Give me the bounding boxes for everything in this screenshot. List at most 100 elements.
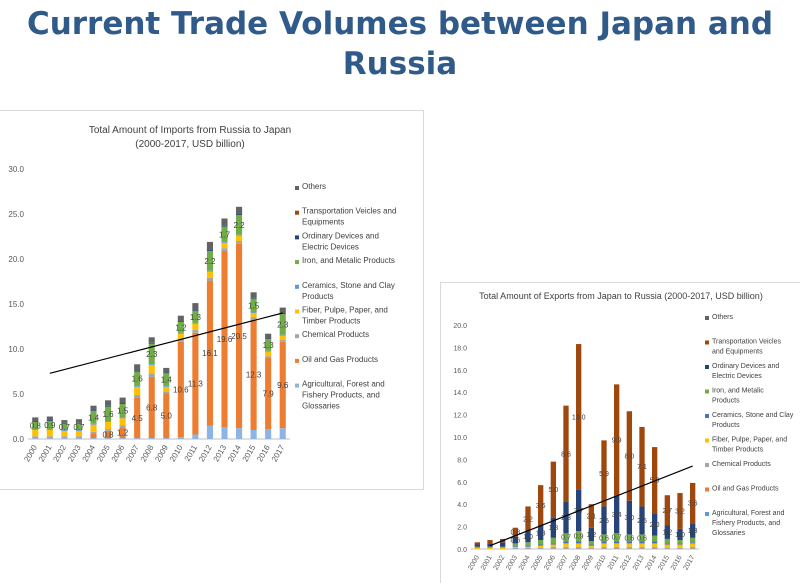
exports-legend-label: Iron, and Metalic Products [712, 388, 764, 405]
page-title: Current Trade Volumes between Japan and … [26, 6, 774, 82]
exports-bar-segment [614, 543, 620, 547]
imports-bar-segment [235, 428, 243, 439]
exports-data-label: 1.8 [548, 525, 558, 532]
exports-data-label: 2.8 [561, 515, 571, 522]
imports-y-tick-label: 10.0 [8, 345, 24, 354]
exports-y-tick-label: 8.0 [457, 457, 467, 464]
imports-bar-segment [134, 371, 141, 386]
exports-bar-segment [639, 546, 645, 549]
imports-bar-segment [148, 364, 155, 366]
imports-bar-segment [221, 427, 228, 439]
imports-data-label: 1.5 [117, 407, 129, 416]
imports-data-label: 1.2 [175, 323, 187, 332]
exports-bar-segment [652, 546, 658, 549]
exports-legend-swatch [705, 438, 709, 443]
exports-bar-segment [576, 344, 582, 490]
imports-bar-segment [235, 214, 243, 215]
imports-bar-segment [32, 436, 39, 439]
exports-data-label: 0.8 [510, 530, 520, 537]
exports-chart-panel: Total Amount of Exports from Japan to Ru… [440, 282, 800, 583]
imports-data-label: 1.2 [117, 429, 129, 438]
imports-bar-segment [221, 241, 228, 243]
exports-data-label: 0.6 [624, 535, 634, 542]
exports-x-tick-label: 2012 [619, 554, 633, 571]
imports-data-label: 9.6 [277, 381, 289, 390]
imports-legend-swatch [295, 260, 299, 265]
imports-data-label: 11.3 [188, 380, 204, 389]
exports-bar-segment [588, 541, 594, 545]
imports-bar-segment [148, 343, 155, 365]
exports-bar-segment [664, 547, 670, 549]
imports-bar-segment [250, 298, 257, 313]
imports-bar-segment [250, 292, 257, 298]
imports-data-label: 0.7 [59, 423, 71, 432]
imports-bar-segment [119, 403, 126, 404]
imports-bar-segment [61, 438, 68, 439]
exports-bar-segment [677, 547, 683, 549]
exports-x-tick-label: 2005 [531, 554, 545, 571]
imports-bar-segment [265, 358, 272, 430]
imports-data-label: 5.0 [161, 412, 173, 421]
imports-bar-segment [119, 418, 126, 426]
imports-bar-segment [46, 429, 53, 430]
imports-bar-segment [279, 334, 286, 336]
imports-data-label: 1.6 [102, 410, 114, 419]
exports-bar-segment [601, 543, 607, 547]
imports-bar-segment [75, 423, 83, 430]
imports-data-label: 2.3 [146, 350, 158, 359]
exports-bar-segment [601, 534, 607, 542]
exports-bar-segment [525, 547, 531, 549]
imports-bar-segment [192, 330, 199, 333]
exports-bar-segment [588, 544, 594, 546]
imports-bar-segment [90, 424, 97, 432]
imports-y-tick-label: 0.0 [13, 435, 25, 444]
exports-x-tick-label: 2017 [683, 554, 697, 571]
imports-bar-segment [250, 297, 257, 299]
exports-data-label: 0.7 [561, 535, 571, 542]
imports-bar-segment [104, 406, 112, 421]
exports-bar-segment [639, 426, 645, 507]
exports-bar-segment [563, 533, 569, 542]
imports-bar-segment [61, 436, 68, 439]
exports-bar-segment [664, 538, 670, 544]
exports-bar-segment [512, 543, 518, 546]
exports-x-tick-label: 2006 [543, 554, 557, 571]
imports-legend-swatch [295, 358, 299, 363]
imports-bar-segment [163, 373, 170, 386]
imports-chart-panel: Total Amount of Imports from Russia to J… [0, 110, 424, 490]
imports-bar-segment [134, 397, 141, 439]
imports-bar-segment [90, 433, 97, 439]
imports-bar-segment [148, 373, 155, 377]
imports-legend-label: Oil and Gas Products [302, 355, 378, 364]
exports-x-tick-label: 2008 [569, 554, 583, 571]
exports-bar-segment [639, 541, 645, 544]
imports-bar-segment [148, 438, 155, 439]
imports-bar-segment [134, 364, 141, 371]
imports-bar-segment [206, 425, 214, 439]
exports-bar-segment [614, 533, 620, 542]
exports-bar-segment [512, 547, 518, 549]
exports-data-label: 8.6 [561, 451, 571, 458]
exports-legend-swatch [705, 316, 709, 320]
exports-bar-segment [601, 546, 607, 549]
exports-bar-segment [652, 513, 658, 536]
exports-bar-segment [474, 542, 480, 545]
exports-data-label: 2.0 [650, 522, 660, 529]
exports-x-tick-label: 2004 [518, 554, 532, 571]
exports-x-tick-label: 2009 [581, 554, 595, 571]
imports-bar-segment [90, 423, 97, 425]
exports-bar-segment [487, 540, 493, 544]
imports-bar-segment [250, 313, 257, 318]
exports-data-label: 1.2 [662, 530, 672, 537]
imports-data-label: 12.3 [246, 371, 262, 380]
imports-bar-segment [104, 421, 112, 422]
exports-bar-segment [664, 525, 670, 539]
imports-bar-segment [119, 397, 126, 403]
imports-bar-segment [75, 430, 83, 431]
imports-bar-segment [265, 351, 272, 357]
imports-bar-segment [250, 319, 257, 430]
imports-bar-segment [221, 248, 228, 251]
exports-y-tick-label: 12.0 [453, 413, 467, 420]
exports-bar-segment [588, 504, 594, 528]
imports-bar-segment [279, 340, 286, 342]
